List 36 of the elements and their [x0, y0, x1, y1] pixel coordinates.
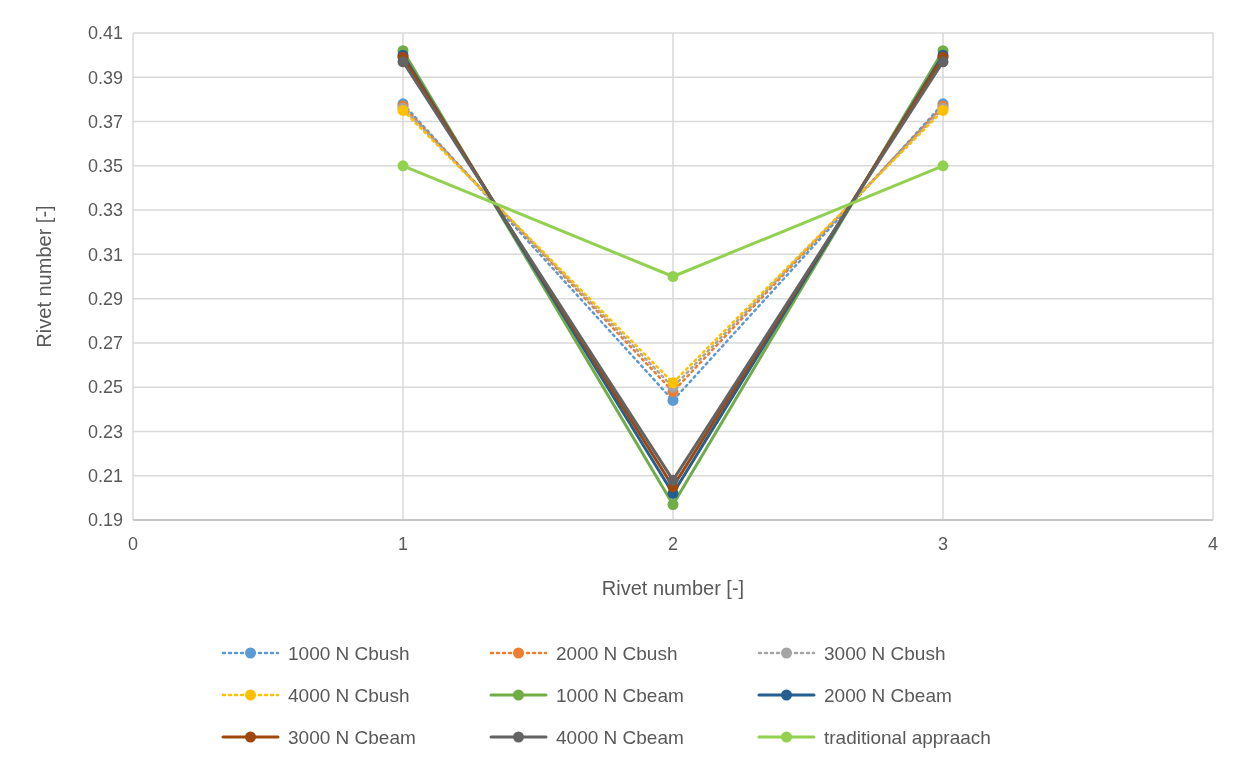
point: [667, 271, 679, 282]
x-tick-label: 2: [667, 534, 679, 554]
x-tick-label: 4: [1207, 534, 1219, 554]
y-tick-label: 0.31: [87, 244, 123, 265]
legend-label: traditional appraach: [824, 726, 991, 748]
legend-label: 2000 N Cbush: [556, 642, 678, 664]
point: [397, 160, 409, 172]
legend-label: 1000 N Cbush: [288, 642, 410, 664]
y-tick-label: 0.23: [87, 421, 123, 442]
point: [667, 499, 679, 511]
point: [937, 56, 949, 68]
legend-label: 4000 N Cbush: [288, 684, 410, 706]
y-tick-label: 0.29: [87, 288, 123, 309]
y-tick-label: 0.19: [87, 510, 123, 531]
y-tick-label: 0.35: [87, 156, 123, 177]
x-tick-label: 0: [127, 534, 139, 554]
point: [667, 474, 679, 486]
y-tick-label: 0.37: [87, 111, 123, 132]
y-tick-label: 0.39: [87, 67, 123, 88]
y-tick-label: 0.33: [87, 200, 123, 221]
point: [397, 56, 409, 68]
y-axis-title: Rivet number [-]: [33, 205, 55, 348]
legend-label: 1000 N Cbeam: [556, 684, 684, 706]
point: [937, 160, 949, 172]
x-tick-label: 1: [397, 534, 409, 554]
legend-label: 4000 N Cbeam: [556, 726, 684, 748]
legend-label: 2000 N Cbeam: [824, 684, 952, 706]
x-tick-label: 3: [937, 534, 949, 554]
legend-label: 3000 N Cbush: [824, 642, 946, 664]
y-tick-label: 0.41: [87, 23, 123, 44]
x-axis-title: Rivet number [-]: [601, 577, 745, 599]
y-tick-label: 0.21: [87, 466, 123, 487]
legend-label: 3000 N Cbeam: [288, 726, 416, 748]
y-tick-label: 0.27: [87, 333, 123, 354]
y-tick-label: 0.25: [87, 377, 123, 398]
point: [667, 377, 679, 389]
